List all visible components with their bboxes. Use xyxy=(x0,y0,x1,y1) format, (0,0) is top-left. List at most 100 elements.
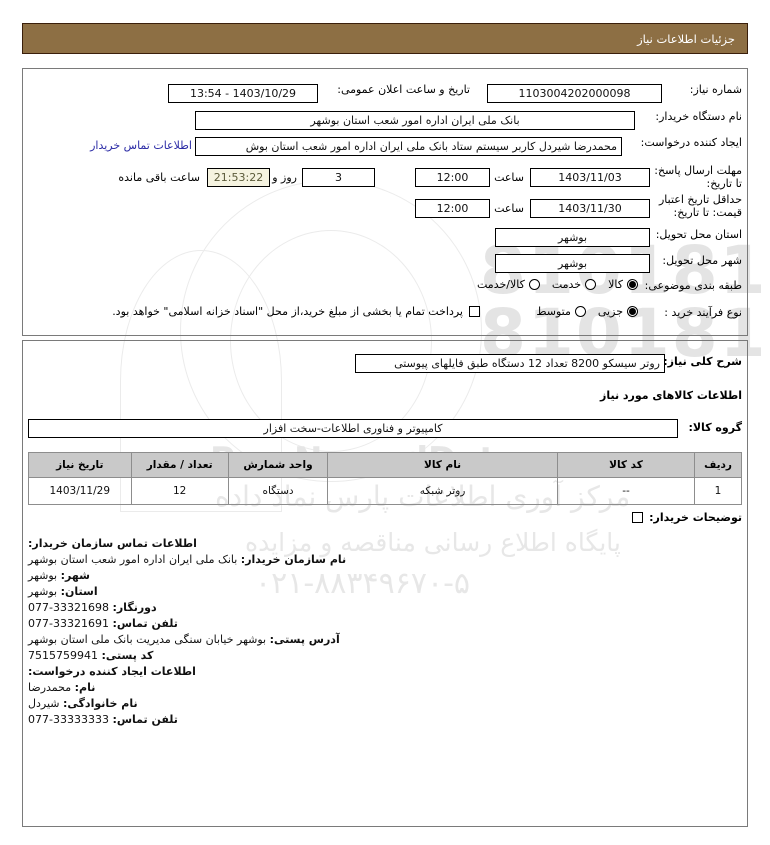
contact-org-heading-line: اطلاعات تماس سازمان خریدار: xyxy=(28,536,742,552)
creator-value[interactable]: محمدرضا شیردل کاربر سیستم ستاد بانک ملی … xyxy=(195,137,622,156)
creator-item-phone-value: 077-33333333 xyxy=(28,713,109,726)
contact-item-address-value: بوشهر خیابان سنگی مدیریت بانک ملی استان … xyxy=(28,633,267,646)
goods-info-heading-row: اطلاعات کالاهای مورد نیاز xyxy=(600,389,742,402)
category-radio-group: کالا خدمت کالا/خدمت xyxy=(465,278,638,291)
contact-info-block: اطلاعات تماس سازمان خریدار: نام سازمان خ… xyxy=(28,536,742,728)
contact-item-address-key: آدرس پستی: xyxy=(269,633,340,646)
row-city: شهر محل تحویل: xyxy=(662,254,742,267)
row-need-number: شماره نیاز: xyxy=(690,83,742,96)
col-need-date: تاریخ نیاز xyxy=(28,452,132,478)
need-summary-panel xyxy=(22,68,748,336)
contact-item-phone: تلفن تماس: 077-33321691 xyxy=(28,616,742,632)
creator-item-first-name-value: محمدرضا xyxy=(28,681,72,694)
price-validity-date[interactable]: 1403/11/30 xyxy=(530,199,650,218)
category-option-khedmat-label: خدمت xyxy=(551,278,582,291)
process-option-jozi[interactable]: جزیی xyxy=(598,305,638,318)
row-province: استان محل تحویل: xyxy=(656,228,742,241)
goods-table: ردیف کد کالا نام کالا واحد شمارش تعداد /… xyxy=(28,452,742,505)
radio-kala-khedmat-icon[interactable] xyxy=(528,279,540,290)
reply-deadline-date[interactable]: 1403/11/03 xyxy=(530,168,650,187)
contact-item-city-key: شهر: xyxy=(60,569,90,582)
category-option-kala[interactable]: کالا xyxy=(608,278,638,291)
page-title: جزئیات اطلاعات نیاز xyxy=(637,31,735,46)
price-validity-label: حداقل تاریخ اعتبار قیمت: تا تاریخ: xyxy=(658,193,742,219)
process-label: نوع فرآیند خرید : xyxy=(664,306,742,319)
creator-item-first-name-key: نام: xyxy=(74,681,96,694)
radio-khedmat-icon[interactable] xyxy=(585,279,597,290)
category-option-kala-khedmat-label: کالا/خدمت xyxy=(477,278,525,291)
goods-table-header-row: ردیف کد کالا نام کالا واحد شمارش تعداد /… xyxy=(28,452,742,478)
col-row-no: ردیف xyxy=(694,452,742,478)
creator-item-last-name: نام خانوادگی: شیردل xyxy=(28,696,742,712)
col-name: نام کالا xyxy=(327,452,558,478)
row-goods-group: گروه کالا: xyxy=(688,421,742,434)
treasury-checkbox-row[interactable]: پرداخت تمام یا بخشی از مبلغ خرید،از محل … xyxy=(112,305,480,318)
goods-group-label: گروه کالا: xyxy=(688,421,742,434)
summary-value[interactable]: روتر سیسکو 8200 تعداد 12 دستگاه طبق فایل… xyxy=(355,354,665,373)
contact-item-fax-value: 077-33321698 xyxy=(28,601,109,614)
row-summary: شرح کلی نیاز: xyxy=(663,355,742,368)
creator-label: ایجاد کننده درخواست: xyxy=(640,136,742,149)
contact-item-postcode-key: کد پستی: xyxy=(101,649,154,662)
remaining-days-value[interactable]: 3 xyxy=(302,168,375,187)
announce-datetime-value[interactable]: 1403/10/29 - 13:54 xyxy=(168,84,318,103)
buyer-org-value[interactable]: بانک ملی ایران اداره امور شعب استان بوشه… xyxy=(195,111,635,130)
creator-heading: اطلاعات ایجاد کننده درخواست: xyxy=(28,665,196,678)
cell-unit: دستگاه xyxy=(227,477,329,505)
province-value[interactable]: بوشهر xyxy=(495,228,650,247)
radio-motavasset-icon[interactable] xyxy=(574,306,586,317)
col-unit: واحد شمارش xyxy=(227,452,329,478)
contact-item-phone-value: 077-33321691 xyxy=(28,617,109,630)
countdown-suffix-label: ساعت باقی مانده xyxy=(118,171,200,184)
row-creator: ایجاد کننده درخواست: xyxy=(641,136,742,149)
category-option-khedmat[interactable]: خدمت xyxy=(551,278,597,291)
contact-item-phone-key: تلفن تماس: xyxy=(112,617,178,630)
row-process: نوع فرآیند خرید : xyxy=(664,306,742,319)
buyer-notes-checkbox[interactable] xyxy=(632,512,644,523)
radio-jozi-icon[interactable] xyxy=(627,306,638,317)
goods-info-heading: اطلاعات کالاهای مورد نیاز xyxy=(600,389,742,402)
category-option-kala-khedmat[interactable]: کالا/خدمت xyxy=(477,278,540,291)
creator-item-first-name: نام: محمدرضا xyxy=(28,680,742,696)
treasury-checkbox[interactable] xyxy=(469,306,480,317)
radio-kala-icon[interactable] xyxy=(627,279,638,290)
contact-item-postcode-value: 7515759941 xyxy=(28,649,98,662)
need-details-panel xyxy=(22,340,748,827)
col-code: کد کالا xyxy=(556,452,696,478)
page-header-bar: جزئیات اطلاعات نیاز xyxy=(22,23,748,54)
contact-item-city: شهر: بوشهر xyxy=(28,568,742,584)
contact-item-address: آدرس پستی: بوشهر خیابان سنگی مدیریت بانک… xyxy=(28,632,742,648)
contact-item-fax: دورنگار: 077-33321698 xyxy=(28,600,742,616)
city-value[interactable]: بوشهر xyxy=(495,254,650,273)
category-option-kala-label: کالا xyxy=(608,278,623,291)
table-row: 1 -- روتر شبکه دستگاه 12 1403/11/29 xyxy=(28,477,742,505)
creator-item-phone-key: تلفن تماس: xyxy=(112,713,178,726)
announce-datetime-label: تاریخ و ساعت اعلان عمومی: xyxy=(337,83,470,96)
buyer-contact-link[interactable]: اطلاعات تماس خریدار xyxy=(90,139,192,152)
price-validity-time[interactable]: 12:00 xyxy=(415,199,490,218)
col-qty: تعداد / مقدار xyxy=(130,452,229,478)
treasury-checkbox-label: پرداخت تمام یا بخشی از مبلغ خرید،از محل … xyxy=(112,305,463,318)
cell-qty: 12 xyxy=(130,477,229,505)
reply-deadline-label: مهلت ارسال پاسخ: تا تاریخ: xyxy=(654,164,742,190)
summary-label: شرح کلی نیاز: xyxy=(663,355,742,368)
goods-group-value[interactable]: کامپیوتر و فناوری اطلاعات-سخت افزار xyxy=(28,419,678,438)
process-option-motavasset[interactable]: متوسط xyxy=(536,305,586,318)
creator-item-phone: تلفن تماس: 077-33333333 xyxy=(28,712,742,728)
row-announce-datetime: تاریخ و ساعت اعلان عمومی: xyxy=(337,83,470,96)
contact-item-province-value: بوشهر xyxy=(28,585,58,598)
row-category: طبقه بندی موضوعی: xyxy=(645,279,742,292)
process-option-jozi-label: جزیی xyxy=(597,305,623,318)
buyer-notes-label: توضیحات خریدار: xyxy=(649,511,742,524)
creator-heading-line: اطلاعات ایجاد کننده درخواست: xyxy=(28,664,742,680)
price-validity-hour-label: ساعت xyxy=(494,202,524,215)
need-number-value[interactable]: 1103004202000098 xyxy=(487,84,662,103)
reply-deadline-hour-label: ساعت xyxy=(494,171,524,184)
contact-item-postcode: کد پستی: 7515759941 xyxy=(28,648,742,664)
remaining-days-unit-label: روز و xyxy=(272,171,297,184)
row-price-validity: حداقل تاریخ اعتبار قیمت: تا تاریخ: xyxy=(642,193,742,219)
contact-item-fax-key: دورنگار: xyxy=(112,601,157,614)
reply-deadline-time[interactable]: 12:00 xyxy=(415,168,490,187)
buyer-notes-row[interactable]: توضیحات خریدار: xyxy=(632,511,742,524)
row-buyer-org: نام دستگاه خریدار: xyxy=(655,110,742,123)
